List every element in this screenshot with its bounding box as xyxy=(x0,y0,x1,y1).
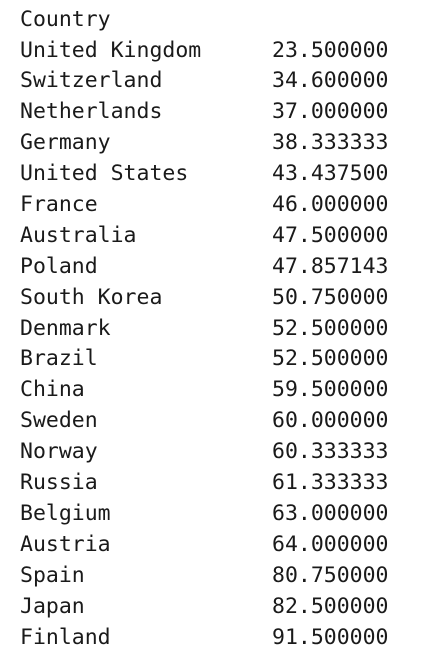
row-value: 34.600000 xyxy=(272,68,389,94)
series-row: Japan 82.500000 xyxy=(20,591,420,622)
series-row: Belgium 63.000000 xyxy=(20,498,420,529)
row-value: 60.333333 xyxy=(272,439,389,465)
series-row: Germany 38.333333 xyxy=(20,128,420,159)
series-row: United Kingdom 23.500000 xyxy=(20,35,420,66)
row-value: 43.437500 xyxy=(272,161,389,187)
row-value: 38.333333 xyxy=(272,130,389,156)
country-label: Austria xyxy=(20,531,111,557)
row-value: 46.000000 xyxy=(272,192,389,218)
row-value: 52.500000 xyxy=(272,315,389,341)
country-label: Switzerland xyxy=(20,68,163,94)
country-label: China xyxy=(20,377,85,403)
row-value: 64.000000 xyxy=(272,531,389,557)
row-value: 47.857143 xyxy=(272,253,389,279)
series-row: Russia 61.333333 xyxy=(20,467,420,498)
row-value: 82.500000 xyxy=(272,593,389,619)
row-value: 60.000000 xyxy=(272,408,389,434)
country-label: Spain xyxy=(20,562,85,588)
country-label: Norway xyxy=(20,439,98,465)
series-row: Sweden 60.000000 xyxy=(20,406,420,437)
country-label: Poland xyxy=(20,253,98,279)
series-row: Netherlands 37.000000 xyxy=(20,97,420,128)
series-output: Country United Kingdom 23.500000 Switzerla… xyxy=(20,4,420,653)
series-row: Spain 80.750000 xyxy=(20,560,420,591)
series-row: Switzerland 34.600000 xyxy=(20,66,420,97)
country-label: South Korea xyxy=(20,284,163,310)
country-label: Finland xyxy=(20,624,111,650)
country-label: Australia xyxy=(20,222,137,248)
index-header: Country xyxy=(20,4,420,35)
series-row: South Korea 50.750000 xyxy=(20,282,420,313)
country-label: Belgium xyxy=(20,500,111,526)
series-row: Denmark 52.500000 xyxy=(20,313,420,344)
series-row: Poland 47.857143 xyxy=(20,251,420,282)
country-label: Germany xyxy=(20,130,111,156)
row-value: 91.500000 xyxy=(272,624,389,650)
series-row: Australia 47.500000 xyxy=(20,220,420,251)
series-row: France 46.000000 xyxy=(20,189,420,220)
series-row: Norway 60.333333 xyxy=(20,436,420,467)
country-label: Russia xyxy=(20,470,98,496)
row-value: 23.500000 xyxy=(272,37,389,63)
row-value: 63.000000 xyxy=(272,500,389,526)
index-name: Country xyxy=(20,6,111,32)
country-label: Brazil xyxy=(20,346,98,372)
series-row: Austria 64.000000 xyxy=(20,529,420,560)
row-value: 80.750000 xyxy=(272,562,389,588)
row-value: 59.500000 xyxy=(272,377,389,403)
country-label: United States xyxy=(20,161,189,187)
country-label: Sweden xyxy=(20,408,98,434)
row-value: 37.000000 xyxy=(272,99,389,125)
country-label: Denmark xyxy=(20,315,111,341)
row-value: 47.500000 xyxy=(272,222,389,248)
series-row: United States 43.437500 xyxy=(20,158,420,189)
country-label: France xyxy=(20,192,98,218)
row-value: 61.333333 xyxy=(272,470,389,496)
series-row: China 59.500000 xyxy=(20,375,420,406)
country-label: Japan xyxy=(20,593,85,619)
series-rows: United Kingdom 23.500000 Switzerland 34.600… xyxy=(20,35,420,653)
country-label: United Kingdom xyxy=(20,37,202,63)
series-row: Brazil 52.500000 xyxy=(20,344,420,375)
row-value: 50.750000 xyxy=(272,284,389,310)
country-label: Netherlands xyxy=(20,99,163,125)
row-value: 52.500000 xyxy=(272,346,389,372)
series-row: Finland 91.500000 xyxy=(20,622,420,653)
